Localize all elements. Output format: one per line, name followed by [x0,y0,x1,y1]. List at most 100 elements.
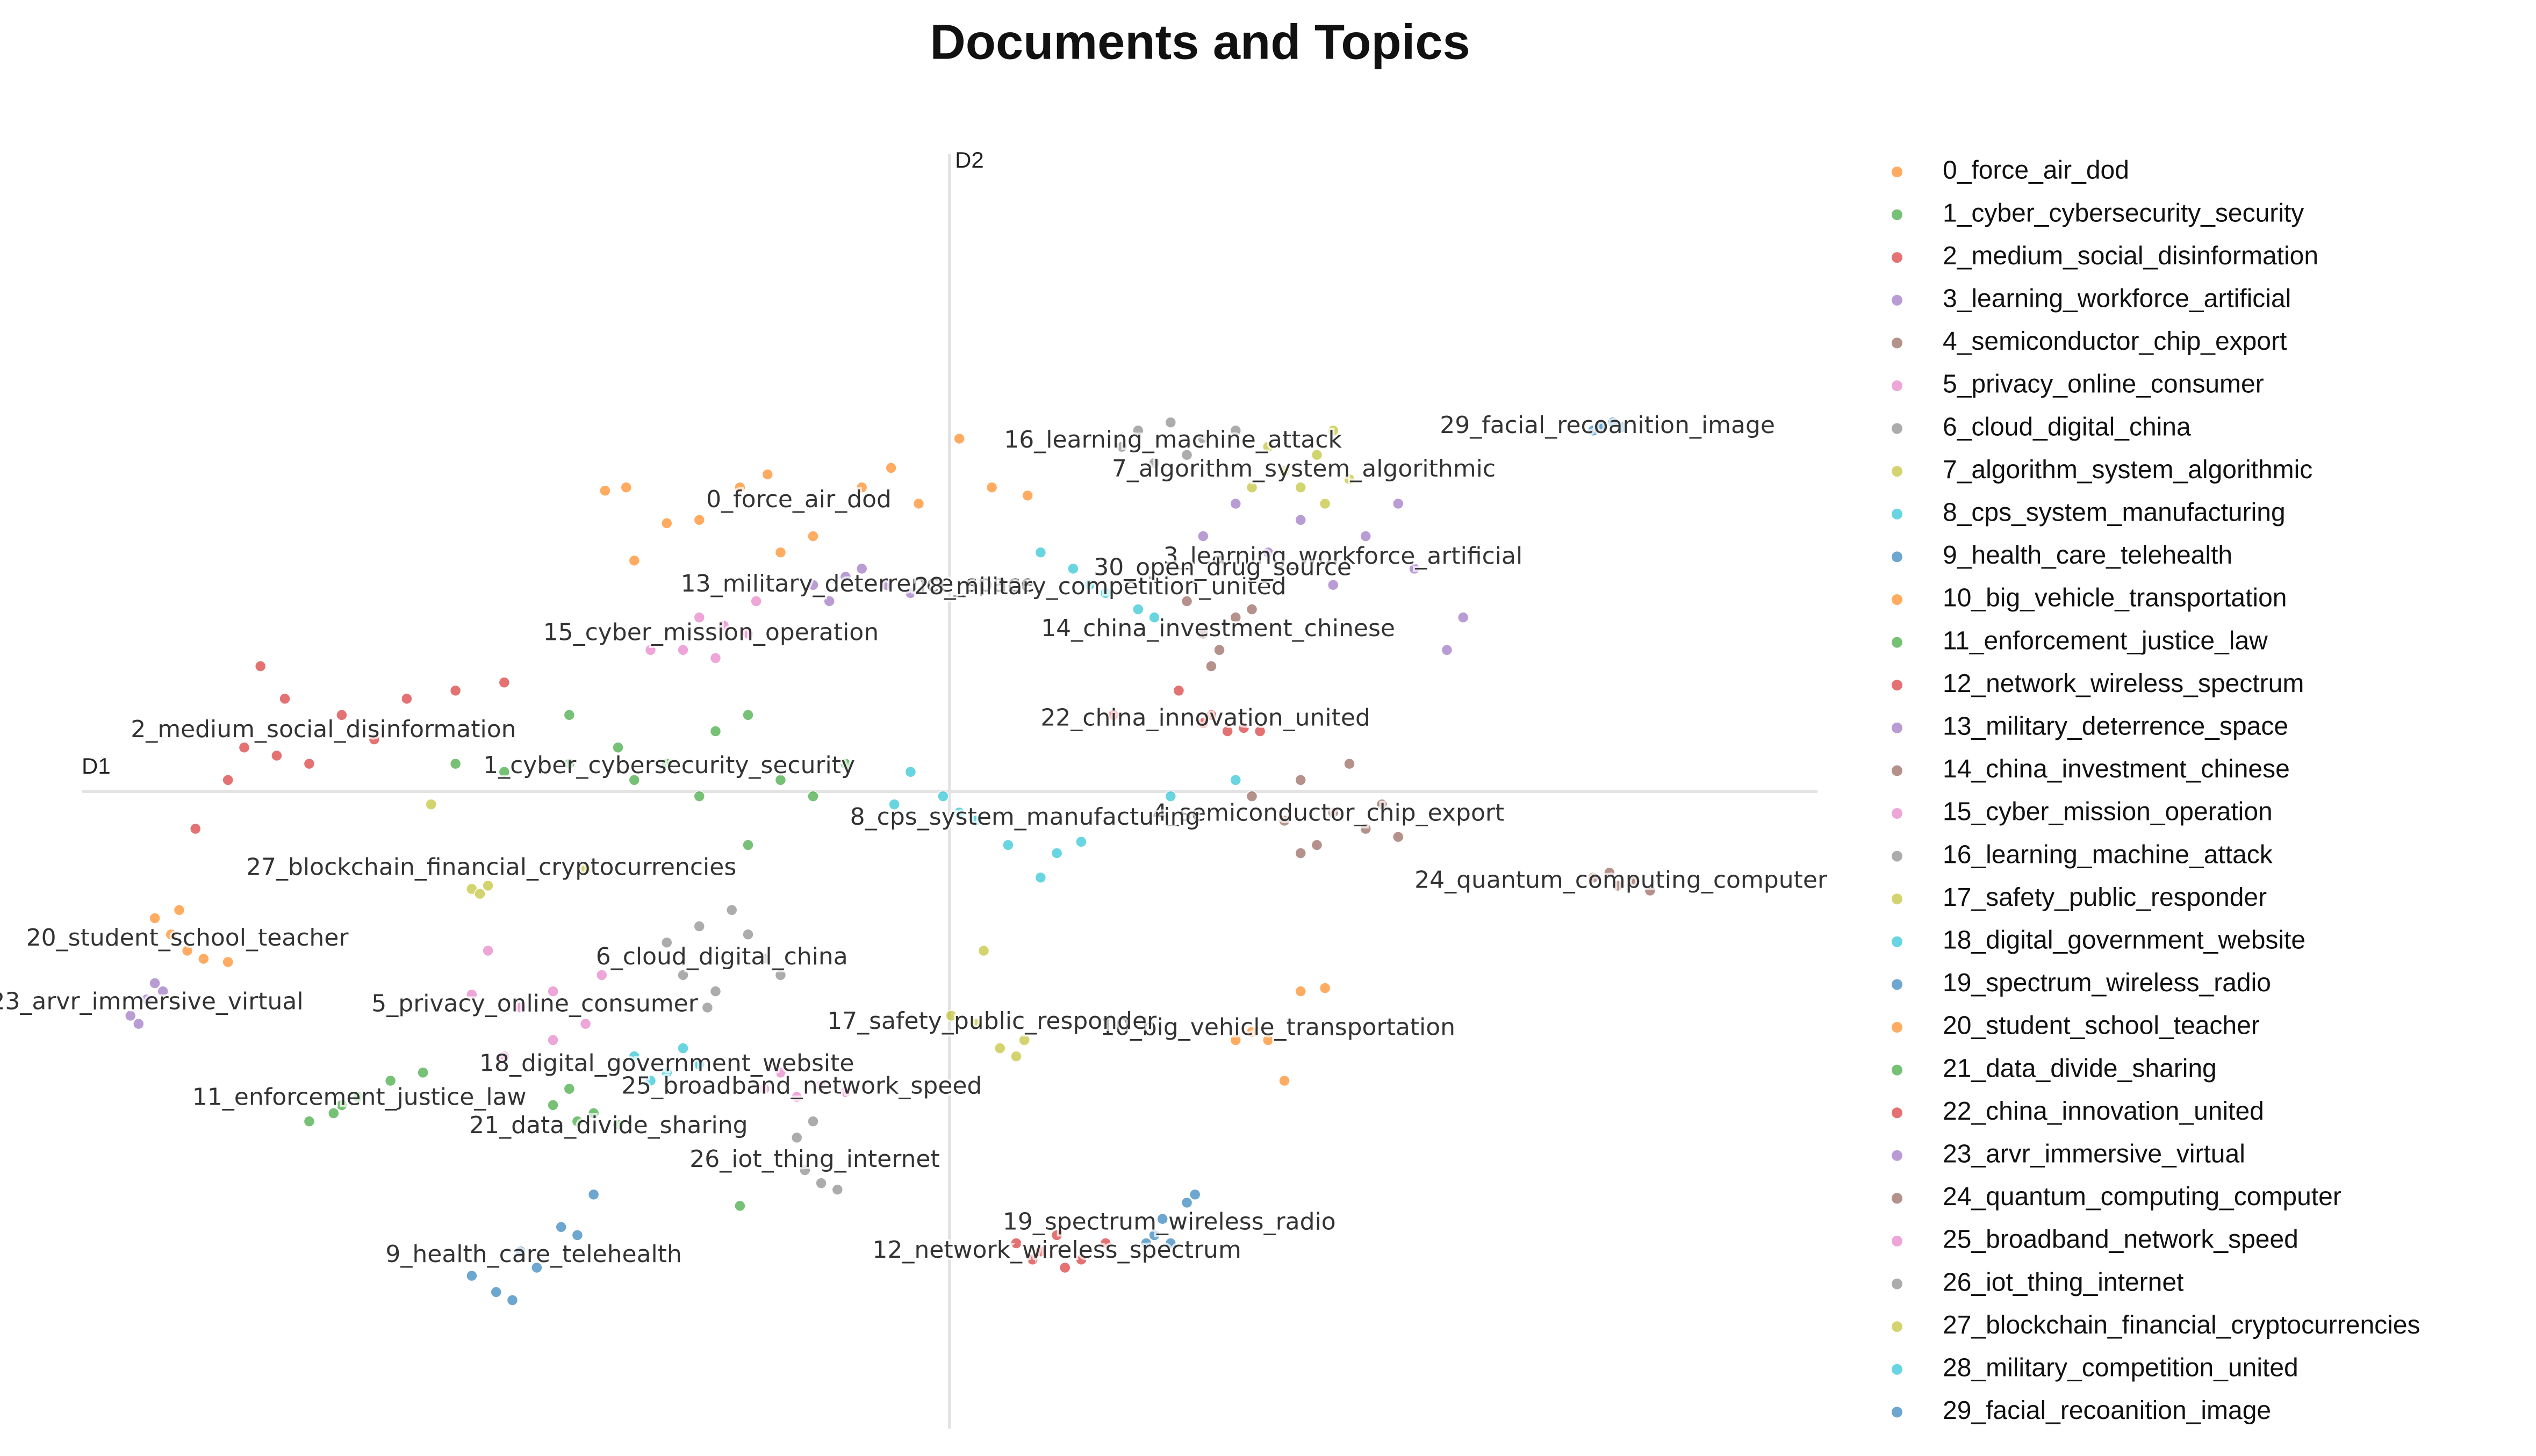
legend-marker [1892,423,1902,434]
legend-label: 0_force_air_dod [1943,156,2129,185]
point [1075,836,1087,848]
point [599,485,611,497]
point [547,1034,559,1046]
legend-marker [1892,294,1902,306]
point [1197,717,1209,729]
point [1132,603,1144,615]
legend-label: 18_digital_government_website [1943,926,2305,954]
point [303,758,315,770]
point [254,660,267,672]
point [271,749,283,762]
cluster-label: 6_cloud_digital_china [596,943,848,970]
point [1607,416,1619,428]
cluster-label: 8_cps_system_manufacturing [850,803,1201,831]
point [466,989,478,1000]
point [1628,875,1640,887]
point [904,766,917,778]
cluster-label: 17_safety_public_responder [827,1007,1157,1035]
legend-label: 4_semiconductor_chip_export [1943,327,2287,356]
legend-marker [1892,337,1902,349]
point [141,993,153,1006]
legend-marker [1892,380,1902,391]
point [693,790,706,802]
point [352,1091,364,1103]
legend-marker [1892,722,1902,733]
point [1295,481,1307,493]
cluster-label: 4_semiconductor_chip_export [1152,799,1504,826]
legend-label: 19_spectrum_wireless_radio [1943,969,2271,997]
cluster-label: 5_privacy_online_consumer [371,990,698,1017]
legend-marker [1892,466,1902,477]
legend-marker [1892,252,1902,263]
point [571,1229,584,1241]
point [563,709,576,721]
point [1051,847,1063,859]
point [856,481,868,493]
point [498,1050,511,1062]
point [1230,1034,1242,1046]
point [612,1119,624,1130]
point [482,880,494,892]
legend-marker [1892,680,1902,691]
point [198,953,210,965]
point [425,798,437,810]
point [661,936,673,949]
point [774,546,787,558]
point [1026,1253,1038,1266]
point [1295,847,1307,859]
point [1246,603,1258,615]
point [124,1010,137,1022]
point [1587,424,1599,437]
legend-marker [1892,1407,1902,1418]
point [1205,660,1217,672]
point [1295,985,1307,997]
point [587,1107,600,1119]
legend-label: 12_network_wireless_spectrum [1943,669,2304,698]
point [1181,449,1193,461]
legend-marker [1892,637,1902,648]
point [693,514,706,526]
point [1327,424,1339,437]
point [1344,758,1355,770]
y-axis-label: D2 [955,147,984,172]
legend-label: 9_health_care_telehealth [1943,541,2232,570]
legend-marker [1892,1022,1902,1033]
legend-marker [1892,1364,1902,1375]
point [1376,798,1388,810]
point [1181,1196,1193,1209]
cluster-label: 22_china_innovation_united [1040,704,1370,732]
point [839,571,852,583]
legend-label: 6_cloud_digital_china [1943,413,2191,441]
point [303,1115,315,1127]
point [628,774,641,786]
point [839,758,852,770]
point [401,693,413,705]
point [1222,725,1233,737]
cluster-label: 21_data_divide_sharing [469,1112,748,1139]
point [1100,1237,1112,1249]
cluster-label: 10_big_vehicle_transportation [1100,1014,1455,1041]
point [1278,1075,1290,1087]
cluster-label: 13_military_deterrence_space [681,570,1035,597]
point [742,839,754,851]
point [133,1018,145,1030]
point [742,628,754,640]
point [628,1050,641,1062]
legend-marker [1892,1321,1902,1332]
cluster-label: 7_algorithm_system_algorithmic [1112,455,1496,482]
cluster-label: 18_digital_government_website [479,1049,854,1077]
point [1022,489,1033,502]
legend-label: 28_military_competition_united [1943,1353,2298,1382]
point [1034,871,1047,884]
cluster-label: 20_student_school_teacher [26,924,349,952]
legend-marker [1892,808,1902,819]
cluster-label: 29_facial_recoanition_image [1440,412,1775,439]
legend-marker [1892,594,1902,605]
point [1295,774,1307,786]
point [1189,1188,1201,1201]
plot-area: D1 D2 0_force_air_dod 1_cyber_cybersecurity… [0,147,1830,1429]
point [1246,1026,1258,1038]
point [514,1001,527,1014]
legend-label: 10_big_vehicle_transportation [1943,584,2287,612]
point [449,684,462,697]
